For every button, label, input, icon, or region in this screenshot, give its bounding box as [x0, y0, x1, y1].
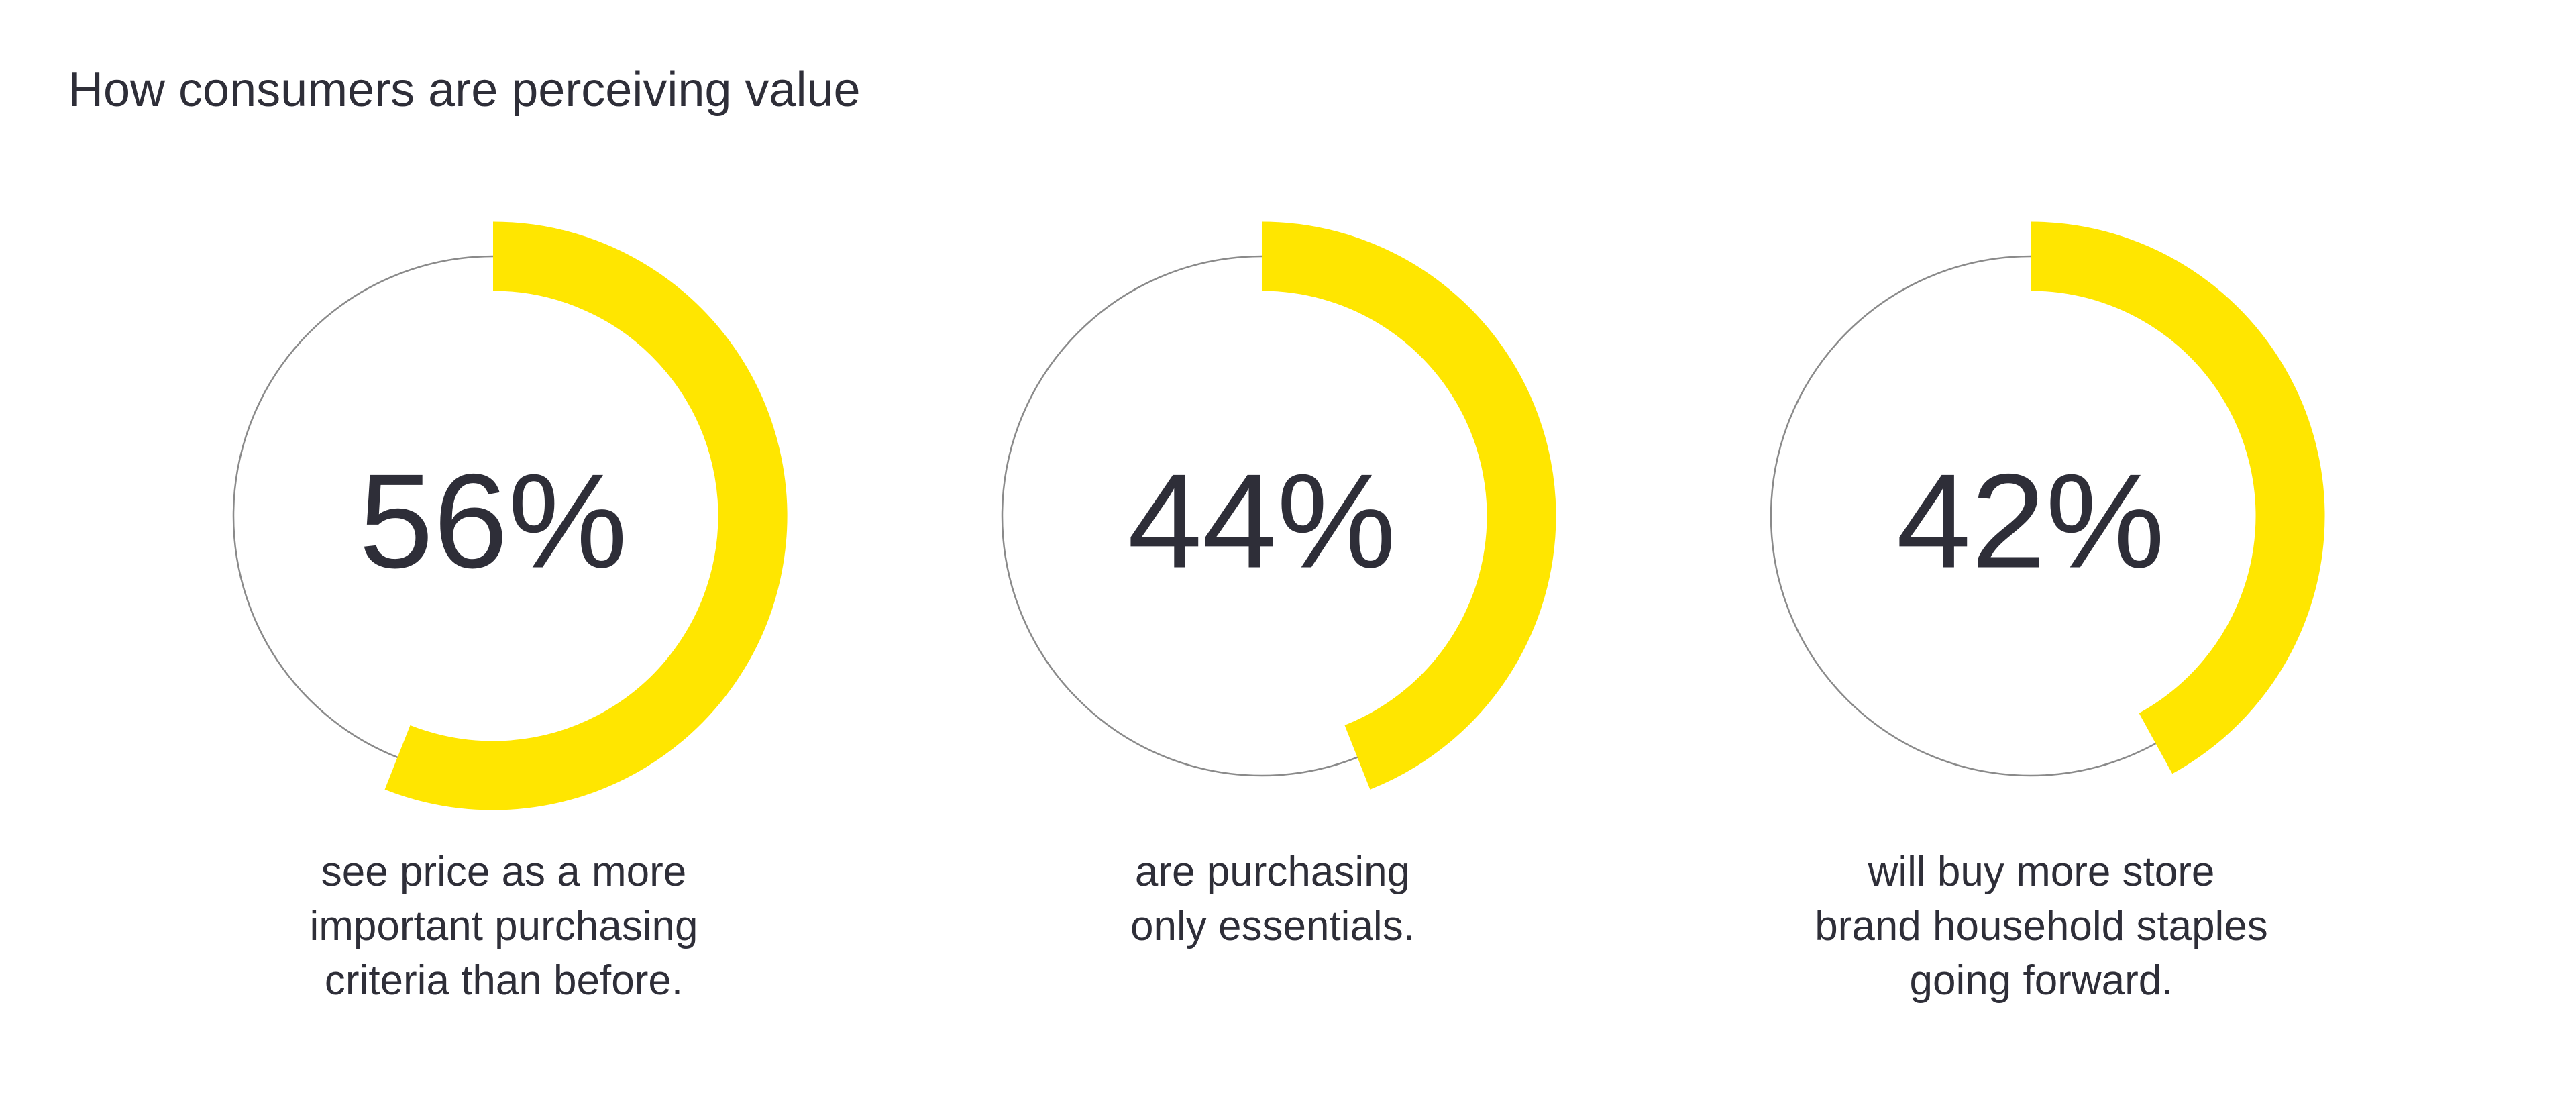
- caption-line: criteria than before.: [325, 957, 683, 1004]
- gauge-arc: [384, 221, 788, 810]
- gauge-arc: [1261, 221, 1556, 790]
- chart-title: How consumers are perceiving value: [68, 63, 861, 117]
- value-label: 42%: [1896, 447, 2165, 596]
- gauge-arc: [2030, 221, 2325, 774]
- caption-line: important purchasing: [310, 903, 698, 949]
- value-label: 44%: [1128, 447, 1396, 596]
- caption-line: see price as a more: [321, 849, 686, 895]
- caption-line: are purchasing: [1135, 849, 1410, 895]
- caption-line: will buy more store: [1868, 849, 2215, 895]
- caption-line: brand household staples: [1815, 903, 2268, 949]
- caption-line: going forward.: [1910, 957, 2174, 1004]
- caption-line: only essentials.: [1130, 903, 1415, 949]
- value-label: 56%: [359, 447, 627, 596]
